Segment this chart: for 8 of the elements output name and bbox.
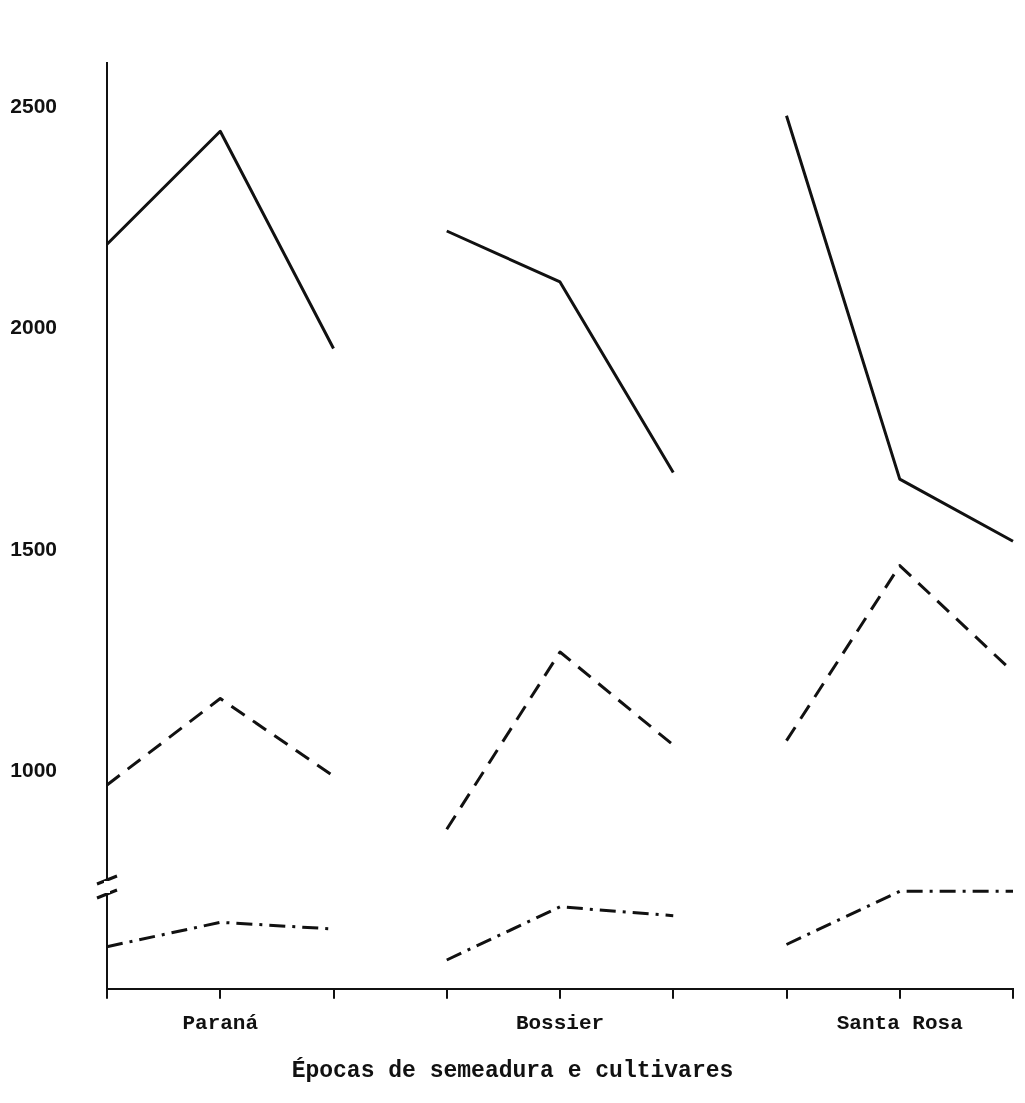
- x-axis-title: Épocas de semeadura e cultivares: [290, 1058, 735, 1084]
- y-tick-label: 2000: [10, 315, 57, 339]
- x-tick-label: Santa Rosa: [836, 1011, 964, 1035]
- x-tick-label: Bossier: [515, 1011, 605, 1035]
- y-tick-label: 1000: [10, 758, 57, 782]
- y-tick-label: 1500: [10, 536, 57, 560]
- x-tick-label: Paraná: [182, 1011, 259, 1035]
- y-tick-label: 2500: [10, 93, 57, 117]
